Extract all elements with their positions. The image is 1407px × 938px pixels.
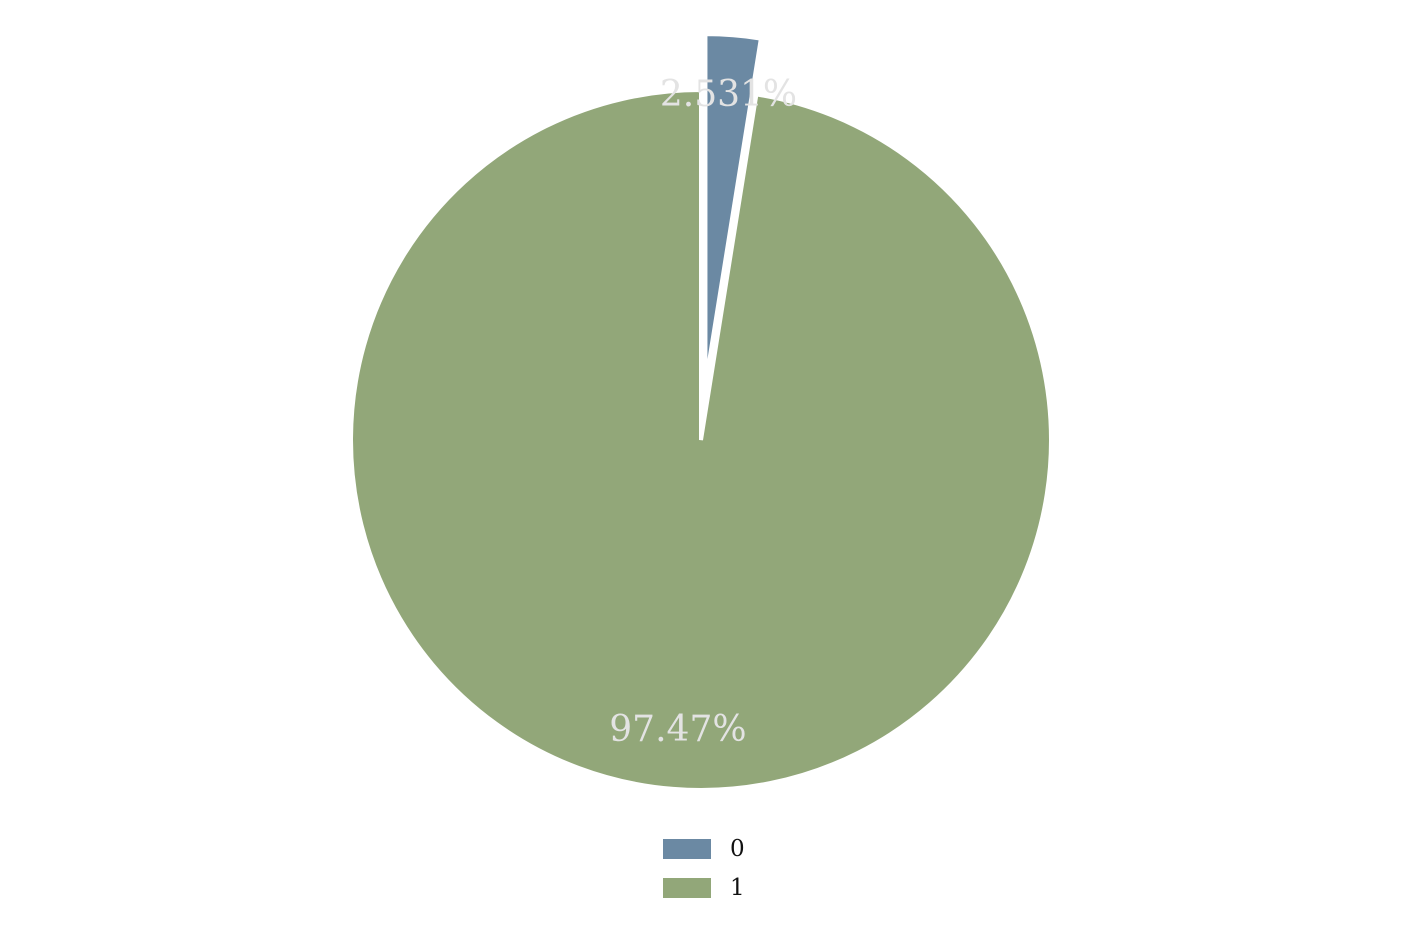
pie-slices — [349, 32, 1053, 792]
legend-swatch-1 — [663, 878, 711, 898]
legend-label-0: 0 — [730, 836, 745, 862]
legend: 01 — [663, 836, 745, 901]
legend-label-1: 1 — [730, 875, 745, 901]
pie-slice-1 — [349, 87, 1053, 792]
pie-slice-0 — [703, 32, 764, 385]
pie-label-0: 2.531% — [660, 74, 797, 115]
legend-swatch-0 — [663, 839, 711, 859]
pie-labels: 2.531% 97.47% — [609, 74, 797, 750]
pie-label-1: 97.47% — [609, 709, 746, 750]
